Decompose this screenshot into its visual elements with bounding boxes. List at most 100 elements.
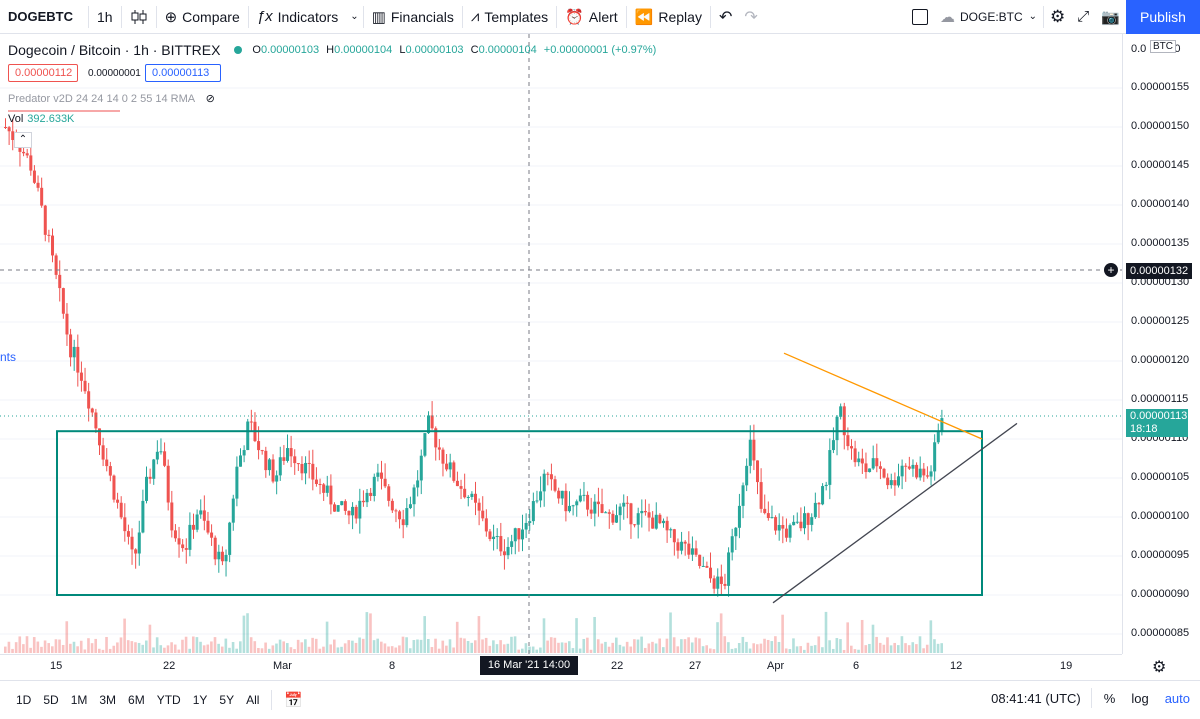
indicators-dropdown-chevron-icon[interactable]: ⌄	[350, 11, 359, 22]
interval-button[interactable]: 1h	[97, 8, 113, 25]
candle-body	[195, 514, 199, 530]
camera-icon[interactable]: 📷	[1101, 8, 1120, 26]
volume-bar	[929, 620, 933, 653]
price-change: +0.00000001 (+0.97%)	[543, 44, 657, 56]
candle-body	[336, 505, 340, 512]
range-button[interactable]: 1Y	[192, 693, 208, 707]
price-axis-label: 0.00000100	[1131, 510, 1190, 522]
auto-scale-toggle[interactable]: auto	[1164, 690, 1190, 706]
range-button[interactable]: 1M	[70, 693, 88, 707]
volume-bar	[36, 641, 40, 653]
symbol-search-button[interactable]: DOGEBTC	[8, 9, 73, 24]
open-label: O	[252, 44, 261, 56]
compare-button[interactable]: ⊕ Compare	[157, 0, 248, 34]
candle-body	[358, 500, 362, 519]
candle-body	[676, 542, 680, 551]
price-chart[interactable]	[0, 34, 1122, 654]
go-to-date-calendar-icon[interactable]: 📅	[284, 692, 304, 709]
layout-symbol-button[interactable]: ☁ DOGE:BTC ⌄	[934, 0, 1043, 34]
volume-bar	[318, 648, 322, 653]
chart-legend: Dogecoin / Bitcoin · 1h · BITTREX O0.000…	[8, 42, 656, 58]
range-button[interactable]: YTD	[156, 693, 181, 707]
eye-hidden-icon[interactable]: ⊘	[205, 93, 215, 105]
buy-button[interactable]: 0.00000113	[145, 64, 221, 82]
candle-body	[130, 536, 134, 550]
price-axis[interactable]	[1122, 34, 1200, 654]
candle-body	[126, 531, 130, 537]
sell-button[interactable]: 0.00000112	[8, 64, 78, 82]
candle-body	[437, 447, 441, 450]
volume-bar	[296, 639, 300, 653]
support-trendline[interactable]	[772, 422, 1018, 604]
range-button[interactable]: 3M	[99, 693, 117, 707]
price-axis-label: 0.00000145	[1131, 159, 1190, 171]
percent-scale-toggle[interactable]: %	[1103, 690, 1116, 706]
range-box-drawing[interactable]	[56, 430, 983, 597]
volume-bar	[741, 636, 745, 653]
volume-bar	[224, 638, 228, 653]
undo-icon[interactable]: ↶	[718, 8, 733, 26]
settings-gear-icon[interactable]: ⚙	[1050, 6, 1066, 26]
fullscreen-square-icon[interactable]	[906, 0, 934, 34]
candle-body	[694, 548, 698, 555]
replay-button[interactable]: ⏪ Replay	[627, 0, 710, 34]
candle-body	[709, 567, 713, 579]
volume-bar	[98, 648, 101, 653]
time-axis[interactable]	[0, 654, 1122, 679]
price-axis-label: 0.00000115	[1131, 393, 1189, 405]
volume-bar	[58, 639, 61, 653]
divider	[1043, 5, 1045, 28]
candle-body	[239, 455, 243, 467]
fullscreen-expand-icon[interactable]: ⤢	[1077, 8, 1090, 25]
candle-body	[734, 527, 738, 537]
candle-body	[557, 490, 561, 499]
templates-button[interactable]: ⩘ Templates	[463, 0, 556, 34]
volume-bar	[842, 649, 846, 653]
volume-bar	[4, 646, 7, 653]
range-button[interactable]: All	[246, 693, 260, 707]
add-alert-plus-icon[interactable]: +	[1104, 263, 1118, 277]
volume-bar	[246, 613, 249, 653]
axis-settings-gear-icon[interactable]: ⚙	[1152, 659, 1167, 676]
indicator-legend[interactable]: Predator v2D 24 24 14 0 2 55 14 RMA ⊘	[8, 92, 215, 105]
alert-button[interactable]: ⏰ Alert	[557, 0, 625, 34]
volume-bar	[235, 648, 238, 653]
range-button[interactable]: 1D	[16, 693, 32, 707]
volume-bar	[810, 645, 813, 653]
candle-body	[228, 522, 232, 555]
candle-body	[578, 495, 582, 502]
price-axis-label: 0.00000095	[1131, 549, 1190, 561]
clock-timezone[interactable]: 08:41:41 (UTC)	[991, 690, 1081, 706]
volume-bar	[376, 638, 379, 653]
volume-bar	[372, 640, 376, 653]
range-button[interactable]: 6M	[128, 693, 145, 707]
log-scale-toggle[interactable]: log	[1131, 690, 1149, 706]
candle-body	[799, 521, 803, 529]
redo-icon[interactable]: ↷	[744, 8, 758, 26]
range-button[interactable]: 5D	[43, 693, 59, 707]
volume-bar	[361, 638, 365, 653]
candles-icon	[131, 9, 147, 24]
financials-button[interactable]: ▥ Financials	[364, 0, 462, 34]
range-button[interactable]: 5Y	[219, 693, 235, 707]
resistance-trendline[interactable]	[783, 352, 983, 440]
volume-bar	[781, 614, 784, 653]
volume-bar	[398, 645, 401, 653]
chart-style-button[interactable]	[122, 0, 156, 34]
candle-body	[296, 463, 300, 465]
candle-body	[933, 442, 937, 472]
volume-bar	[94, 638, 97, 653]
indicators-button[interactable]: ƒx Indicators	[249, 0, 347, 34]
candle-body	[98, 428, 102, 446]
candlestick-series	[4, 118, 944, 597]
volume-bar	[333, 639, 336, 653]
volume-bar	[709, 648, 712, 653]
publish-button[interactable]: Publish	[1126, 0, 1200, 34]
volume-bar	[79, 640, 83, 653]
collapse-legend-chevron-icon[interactable]: ⌃	[14, 132, 32, 148]
candle-body	[307, 462, 311, 464]
time-axis-label: 15	[50, 660, 63, 672]
symbol-title[interactable]: Dogecoin / Bitcoin · 1h · BITTREX	[8, 42, 221, 58]
currency-badge[interactable]: BTC	[1150, 40, 1176, 53]
candle-body	[488, 531, 492, 540]
